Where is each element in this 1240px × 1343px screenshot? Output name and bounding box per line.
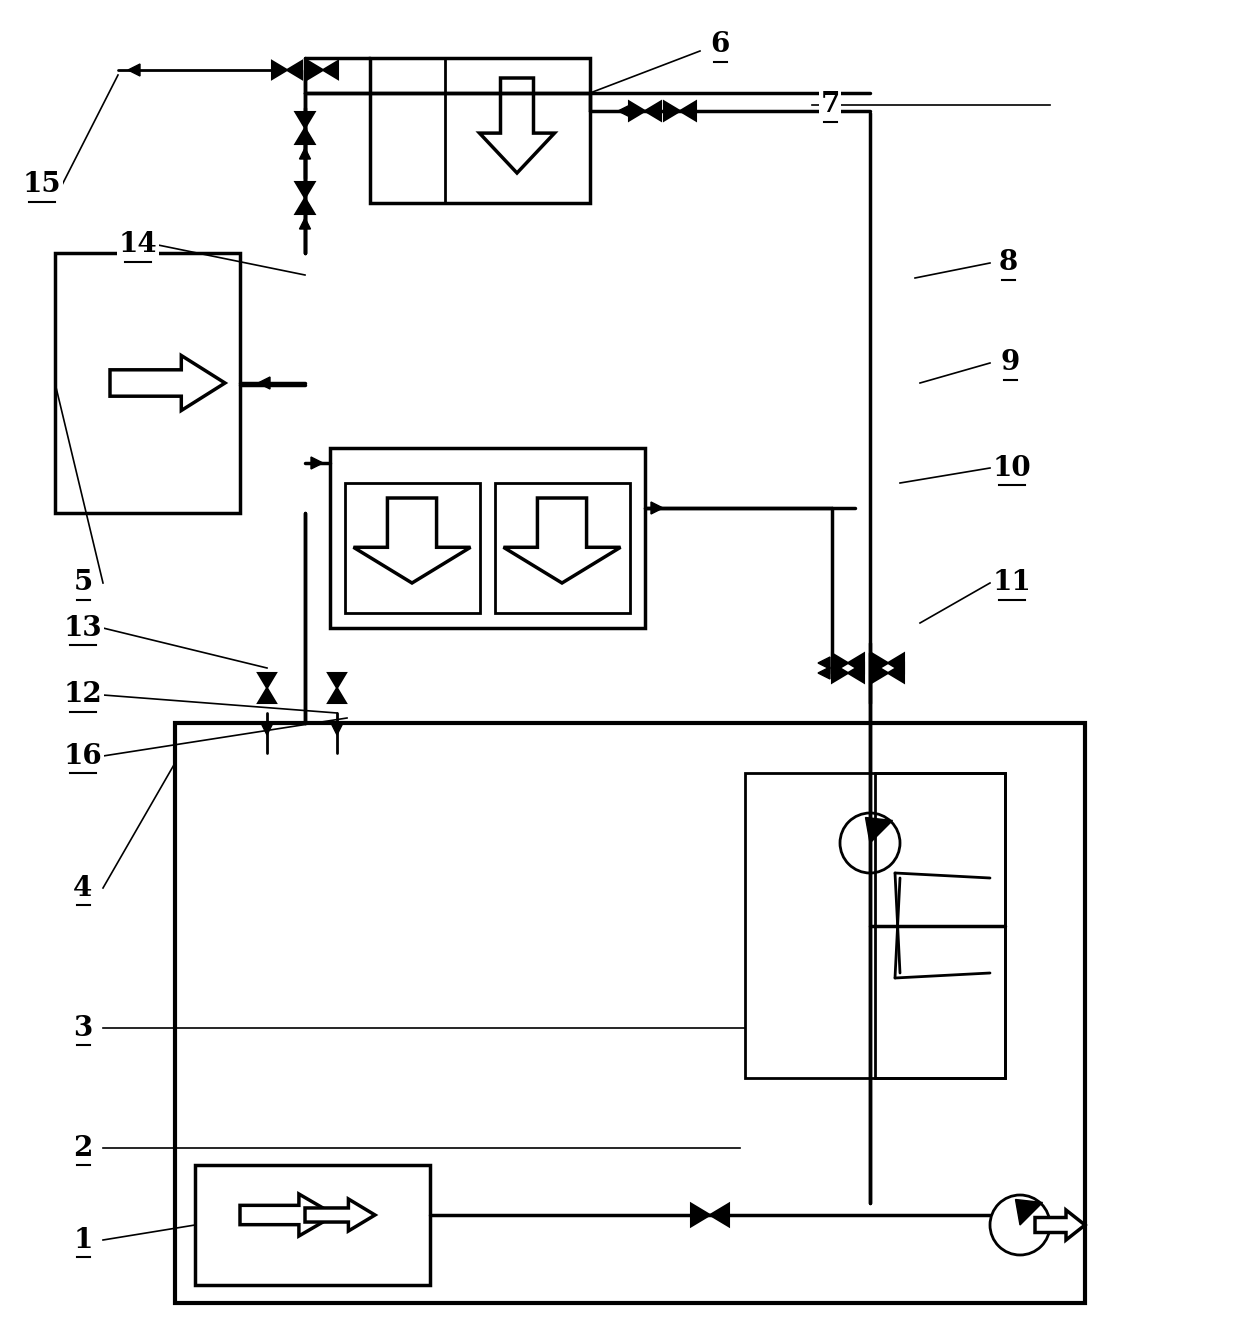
Polygon shape	[651, 502, 663, 514]
Polygon shape	[480, 78, 554, 173]
Text: 8: 8	[998, 250, 1018, 277]
Polygon shape	[832, 654, 848, 673]
Text: 11: 11	[993, 569, 1032, 596]
Polygon shape	[872, 663, 888, 682]
Polygon shape	[1035, 1210, 1085, 1240]
Polygon shape	[645, 102, 661, 121]
Polygon shape	[300, 218, 310, 230]
Polygon shape	[322, 60, 339, 79]
Polygon shape	[691, 1203, 711, 1226]
Bar	[495, 483, 630, 612]
Text: 12: 12	[63, 681, 103, 709]
Bar	[330, 449, 645, 629]
Bar	[55, 252, 241, 513]
Polygon shape	[353, 498, 470, 583]
Bar	[370, 58, 590, 203]
Polygon shape	[1016, 1199, 1043, 1225]
Bar	[745, 774, 1004, 1078]
Polygon shape	[888, 663, 904, 682]
Polygon shape	[262, 724, 273, 735]
Polygon shape	[680, 102, 696, 121]
Text: 1: 1	[73, 1226, 93, 1253]
Polygon shape	[110, 356, 224, 411]
Text: 14: 14	[119, 231, 157, 258]
Polygon shape	[308, 60, 322, 79]
Bar	[345, 483, 480, 612]
Polygon shape	[663, 102, 680, 121]
Polygon shape	[711, 1203, 729, 1226]
Text: 16: 16	[63, 743, 103, 770]
Polygon shape	[618, 105, 630, 117]
Polygon shape	[888, 654, 904, 673]
Polygon shape	[295, 128, 315, 144]
Polygon shape	[848, 654, 864, 673]
Polygon shape	[295, 183, 315, 197]
Text: 4: 4	[73, 874, 93, 901]
Polygon shape	[258, 688, 277, 702]
Text: 9: 9	[1001, 349, 1019, 376]
Polygon shape	[331, 724, 342, 735]
Polygon shape	[295, 197, 315, 214]
Text: 15: 15	[22, 172, 61, 199]
Polygon shape	[272, 60, 286, 79]
Polygon shape	[329, 673, 346, 688]
Polygon shape	[818, 667, 830, 680]
Text: 6: 6	[711, 31, 729, 59]
Polygon shape	[128, 64, 140, 77]
Polygon shape	[629, 102, 645, 121]
Bar	[195, 1164, 430, 1285]
Polygon shape	[295, 111, 315, 128]
Text: 2: 2	[73, 1135, 93, 1162]
Polygon shape	[311, 457, 322, 469]
Polygon shape	[258, 673, 277, 688]
Polygon shape	[300, 148, 310, 158]
Text: 7: 7	[821, 91, 839, 118]
Text: 10: 10	[993, 454, 1032, 482]
Polygon shape	[241, 1194, 335, 1236]
Polygon shape	[305, 1199, 374, 1232]
Polygon shape	[872, 654, 888, 673]
Polygon shape	[258, 377, 270, 389]
Text: 13: 13	[63, 615, 103, 642]
Bar	[175, 723, 1085, 1303]
Polygon shape	[503, 498, 620, 583]
Polygon shape	[832, 663, 848, 682]
Text: 5: 5	[73, 569, 93, 596]
Polygon shape	[329, 688, 346, 702]
Bar	[875, 774, 1004, 1078]
Text: 3: 3	[73, 1014, 93, 1042]
Polygon shape	[818, 657, 830, 669]
Polygon shape	[866, 818, 893, 843]
Polygon shape	[286, 60, 303, 79]
Polygon shape	[848, 663, 864, 682]
